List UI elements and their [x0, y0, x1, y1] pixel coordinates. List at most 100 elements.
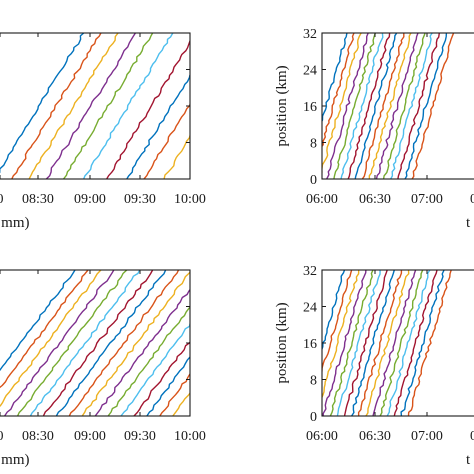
trajectory-line	[407, 270, 452, 416]
trajectory-line	[379, 270, 424, 416]
x-axis-label: t	[466, 215, 471, 231]
trajectory-group	[322, 33, 455, 179]
trajectory-group	[0, 33, 190, 179]
x-tick-label: 09:00	[74, 192, 106, 207]
trajectory-line	[4, 270, 115, 416]
x-tick-label: 06:30	[359, 192, 391, 207]
trajectory-line	[163, 133, 190, 179]
trajectory-line	[29, 270, 141, 416]
x-tick-label: 0	[0, 192, 4, 207]
x-tick-label: 09:30	[124, 192, 156, 207]
y-tick-label: 8	[310, 374, 317, 389]
x-tick-label: 0	[0, 429, 4, 444]
trajectory-line	[400, 270, 445, 416]
panel-bottom-left: 0 08:30 09:00 09:30 10:00 :mm)	[0, 269, 206, 468]
y-tick-label: 32	[303, 27, 317, 42]
trajectory-line	[322, 33, 355, 152]
x-tick-label: 07	[470, 429, 474, 444]
trajectory-line	[107, 306, 190, 416]
trajectory-line	[146, 355, 190, 416]
panel-top-right: 06:00 06:30 07:00 07 0 8 16 24 32 position (km) t	[274, 27, 474, 231]
trajectory-line	[68, 270, 180, 416]
trajectory-group	[0, 270, 190, 416]
trajectory-line	[361, 33, 405, 179]
trajectory-line	[28, 33, 119, 179]
trajectory-line	[94, 288, 190, 416]
trajectory-line	[411, 33, 455, 179]
x-tick-label: 06:30	[359, 429, 391, 444]
trajectory-line	[42, 270, 154, 416]
x-axis-label: t	[466, 452, 471, 468]
trajectory-line	[322, 270, 367, 416]
x-tick-label: 08:30	[22, 429, 54, 444]
trajectory-line	[397, 33, 440, 179]
trajectory-line	[393, 270, 438, 416]
trajectory-line	[347, 33, 391, 179]
panel-bottom-right: 06:00 06:30 07:00 07 0 8 16 24 32 position (km) t	[274, 264, 474, 468]
y-tick-label: 32	[303, 264, 317, 279]
x-tick-label: 07:00	[411, 429, 443, 444]
x-tick-label: 06:00	[306, 429, 338, 444]
x-tick-label: 07	[470, 192, 474, 207]
trajectory-line	[16, 270, 128, 416]
panel-top-left: 0 08:30 09:00 09:30 10:00 :mm)	[0, 32, 206, 231]
x-tick-label: 09:00	[74, 429, 106, 444]
y-tick-label: 24	[303, 64, 317, 79]
trajectory-line	[322, 33, 362, 176]
trajectory-line	[120, 321, 190, 416]
trajectory-line	[322, 33, 348, 123]
trajectory-line	[357, 270, 403, 416]
trajectory-line	[45, 33, 136, 179]
y-tick-label: 0	[310, 410, 317, 425]
y-tick-label: 8	[310, 137, 317, 152]
trajectory-line	[390, 33, 433, 179]
trajectory-line	[336, 270, 381, 416]
y-tick-label: 24	[303, 301, 317, 316]
trajectory-line	[0, 270, 89, 389]
trajectory-line	[354, 33, 398, 179]
trajectory-line	[343, 270, 388, 416]
trajectory-line	[0, 33, 85, 174]
trajectory-line	[83, 33, 174, 179]
x-tick-label: 07:00	[411, 192, 443, 207]
y-tick-label: 0	[310, 173, 317, 188]
y-tick-label: 16	[303, 100, 317, 115]
x-axis-label: :mm)	[0, 452, 30, 468]
y-axis-label: position (km)	[274, 65, 290, 146]
axes-box	[0, 269, 191, 417]
trajectory-line	[375, 33, 419, 179]
trajectory-group	[322, 270, 452, 416]
axes-box	[0, 32, 191, 180]
y-axis-label: position (km)	[274, 302, 290, 383]
trajectory-line	[0, 270, 102, 407]
trajectory-line	[126, 74, 190, 179]
trajectory-line	[55, 270, 167, 416]
trajectory-line	[372, 270, 417, 416]
x-tick-label: 10:00	[174, 429, 206, 444]
trajectory-line	[365, 270, 410, 416]
x-tick-label: 09:30	[124, 429, 156, 444]
y-tick-label: 16	[303, 337, 317, 352]
trajectory-line	[322, 270, 360, 399]
x-axis-label: :mm)	[0, 215, 30, 231]
x-tick-label: 10:00	[174, 192, 206, 207]
trajectory-line	[326, 33, 369, 179]
trajectory-line	[382, 33, 426, 179]
trajectory-line	[62, 33, 154, 179]
trajectory-line	[340, 33, 384, 179]
trajectory-line	[159, 373, 190, 416]
x-tick-label: 06:00	[306, 192, 338, 207]
trajectory-line	[351, 270, 395, 416]
x-tick-label: 08:30	[22, 192, 54, 207]
trajectory-line	[106, 38, 190, 179]
trajectory-line	[368, 33, 412, 179]
trajectory-line	[11, 33, 102, 179]
trajectory-line	[386, 270, 431, 416]
trajectory-line	[333, 33, 376, 179]
trajectory-line	[322, 270, 353, 379]
trajectory-line	[329, 270, 374, 416]
trajectory-line	[0, 270, 76, 372]
trajectory-line	[81, 270, 190, 416]
trajectory-line	[404, 33, 448, 179]
